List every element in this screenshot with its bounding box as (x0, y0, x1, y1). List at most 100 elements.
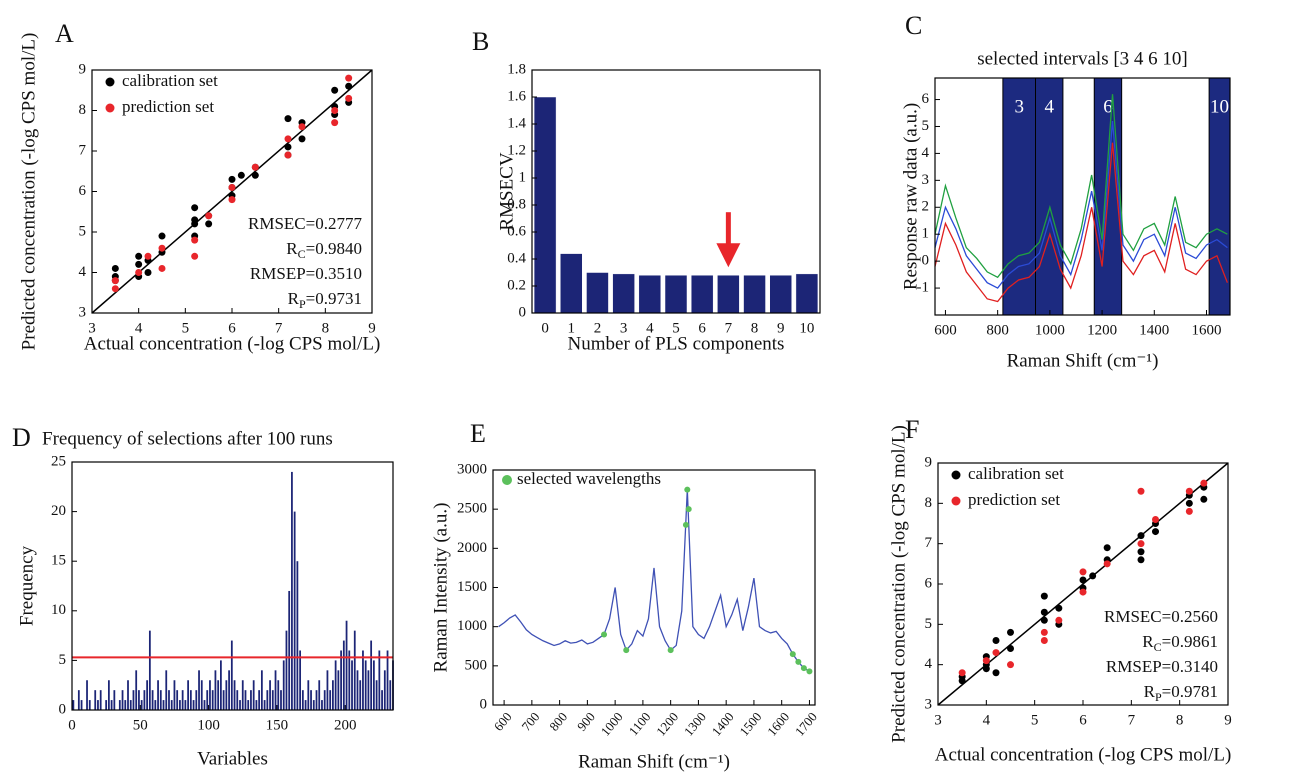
x-tick-label: 9 (1224, 712, 1232, 728)
x-tick-label: 1700 (792, 709, 820, 739)
bar (255, 700, 258, 710)
selected-point (800, 665, 807, 672)
bar (274, 670, 277, 710)
point (111, 277, 119, 285)
y-tick-label: 1.2 (507, 142, 526, 158)
bar (200, 680, 203, 710)
y-tick-label: 15 (51, 553, 66, 569)
point (1079, 576, 1087, 584)
bar (203, 700, 206, 710)
bar (170, 700, 173, 710)
x-tick-label: 150 (266, 717, 289, 733)
series-line (934, 142, 1228, 303)
bar (195, 690, 198, 710)
y-axis-label: Predicted concentration (-log CPS mol/L) (18, 33, 39, 351)
point (228, 183, 236, 191)
x-tick-label: 1 (568, 320, 576, 336)
annotation: RC=0.9840 (286, 239, 362, 261)
point (1137, 548, 1145, 556)
bar (362, 650, 364, 710)
y-tick-label: 0 (480, 696, 488, 712)
bar (717, 274, 740, 314)
point (331, 86, 339, 94)
annotation: RMSEC=0.2777 (248, 214, 362, 233)
annotation-rest: =0.9861 (1162, 632, 1218, 651)
interval-label: 6 (1103, 96, 1113, 117)
bar (99, 690, 102, 710)
bar (263, 700, 266, 710)
x-tick-label: 700 (518, 709, 542, 734)
bar (769, 274, 792, 314)
x-tick-label: 800 (986, 322, 1009, 338)
bar (214, 670, 217, 710)
y-tick-label: 5 (59, 652, 67, 668)
x-tick-label: 900 (574, 709, 598, 734)
y-tick-label: 9 (925, 454, 933, 470)
bar (239, 700, 241, 710)
x-tick-label: 5 (182, 320, 190, 336)
x-tick-label: 1600 (1192, 322, 1222, 338)
bar (258, 690, 261, 710)
point (144, 252, 152, 260)
point (135, 269, 143, 276)
x-tick-label: 1100 (626, 709, 654, 738)
bar (269, 680, 271, 710)
bar (217, 680, 220, 710)
x-tick-label: 0 (68, 717, 76, 733)
panel-label: F (905, 415, 919, 444)
point (284, 135, 292, 143)
y-tick-label: 5 (922, 118, 930, 134)
bar (159, 690, 162, 710)
point (284, 115, 292, 123)
x-tick-label: 6 (1079, 712, 1087, 728)
y-tick-label: 2500 (457, 501, 487, 517)
point (1200, 495, 1208, 503)
bar (189, 690, 192, 710)
x-tick-label: 1000 (1035, 322, 1065, 338)
point (191, 216, 199, 224)
bar (230, 640, 233, 710)
point (1185, 499, 1193, 507)
x-tick-label: 1200 (1087, 322, 1117, 338)
bar (140, 700, 143, 710)
point (992, 669, 1000, 677)
bar (334, 660, 337, 710)
annotation-text: RMSEC=0.2560 (1104, 607, 1218, 626)
point (284, 151, 292, 159)
point (1185, 487, 1193, 495)
x-tick-label: 100 (197, 717, 220, 733)
y-tick-label: 1.6 (507, 88, 526, 104)
arrow-head (716, 243, 741, 268)
bar (157, 680, 159, 710)
y-tick-label: 6 (925, 575, 933, 591)
y-tick-label: 4 (925, 656, 933, 672)
bar (162, 700, 165, 710)
point (1079, 588, 1087, 596)
bar (743, 274, 766, 314)
annotation-text: RMSEC=0.2777 (248, 214, 362, 233)
y-tick-label: 1000 (457, 618, 487, 634)
bar (378, 650, 381, 710)
bar (80, 700, 83, 710)
bar (187, 680, 189, 710)
bar (296, 561, 299, 710)
x-tick-label: 5 (1031, 712, 1039, 728)
y-tick-label: 500 (465, 657, 488, 673)
bar (143, 690, 146, 710)
selected-point (685, 506, 692, 513)
bar (353, 630, 356, 710)
selected-point (667, 647, 674, 654)
x-tick-label: 600 (491, 709, 515, 734)
bar (329, 690, 332, 710)
bar (321, 700, 323, 710)
point (1040, 592, 1048, 600)
point (1040, 628, 1048, 636)
bar (176, 690, 179, 710)
x-axis-label: Actual concentration (-log CPS mol/L) (935, 744, 1232, 765)
point (111, 285, 119, 293)
bar (280, 690, 282, 710)
plot-frame (934, 77, 1231, 316)
bar (288, 590, 291, 710)
bar (252, 680, 255, 710)
bar (121, 690, 124, 710)
